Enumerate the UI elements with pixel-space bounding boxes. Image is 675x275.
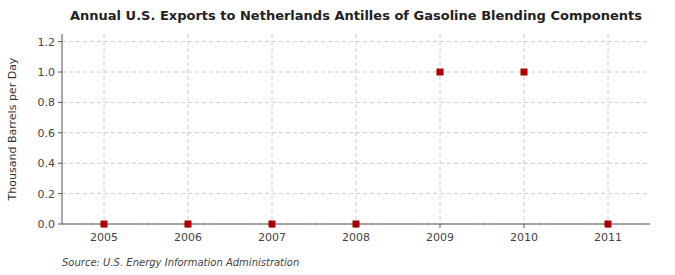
y-axis-line — [62, 34, 63, 224]
x-tick-label: 2009 — [426, 231, 454, 244]
y-grid-line — [62, 193, 650, 194]
y-tick-label: 0.0 — [38, 218, 56, 231]
y-tick — [58, 41, 62, 42]
data-point — [101, 221, 108, 228]
chart-svg: Annual U.S. Exports to Netherlands Antil… — [0, 0, 675, 275]
data-points — [101, 69, 612, 228]
y-tick — [58, 72, 62, 73]
x-tick-label: 2005 — [90, 231, 118, 244]
source-note: Source: U.S. Energy Information Administ… — [62, 257, 299, 268]
y-tick — [58, 224, 62, 225]
axes: 0.0 0.2 0.4 0.6 0.8 1.0 1.2 2005 2006 2007 2008 200… — [38, 34, 651, 244]
y-tick-label: 0.8 — [38, 96, 56, 109]
y-tick-label: 1.0 — [38, 66, 56, 79]
y-axis-label: Thousand Barrels per Day — [6, 57, 19, 201]
x-tick — [524, 224, 525, 228]
data-point — [605, 221, 612, 228]
y-grid-line — [62, 102, 650, 103]
x-tick-label: 2007 — [258, 231, 286, 244]
y-tick-label: 0.6 — [38, 127, 56, 140]
x-grid-line — [188, 34, 189, 224]
data-point — [521, 69, 528, 76]
y-tick-label: 0.2 — [38, 188, 56, 201]
x-grid-line — [356, 34, 357, 224]
x-grid-line — [524, 34, 525, 224]
data-point — [437, 69, 444, 76]
data-point — [185, 221, 192, 228]
x-grid-line — [104, 34, 105, 224]
x-grid-line — [440, 34, 441, 224]
y-tick-label: 0.4 — [38, 157, 56, 170]
x-tick — [440, 224, 441, 228]
y-tick — [58, 193, 62, 194]
data-point — [269, 221, 276, 228]
x-tick-label: 2011 — [594, 231, 622, 244]
y-tick — [58, 163, 62, 164]
y-tick — [58, 102, 62, 103]
y-tick — [58, 132, 62, 133]
chart-container: Annual U.S. Exports to Netherlands Antil… — [0, 0, 675, 275]
x-tick-label: 2006 — [174, 231, 202, 244]
data-point — [353, 221, 360, 228]
y-tick-label: 1.2 — [38, 36, 56, 49]
x-grid-line — [272, 34, 273, 224]
grid — [62, 34, 650, 224]
x-tick-label: 2010 — [510, 231, 538, 244]
x-grid-line — [608, 34, 609, 224]
x-tick-label: 2008 — [342, 231, 370, 244]
title: Annual U.S. Exports to Netherlands Antil… — [70, 8, 642, 23]
